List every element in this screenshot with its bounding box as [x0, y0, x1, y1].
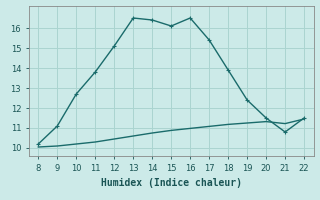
X-axis label: Humidex (Indice chaleur): Humidex (Indice chaleur) [101, 178, 242, 188]
